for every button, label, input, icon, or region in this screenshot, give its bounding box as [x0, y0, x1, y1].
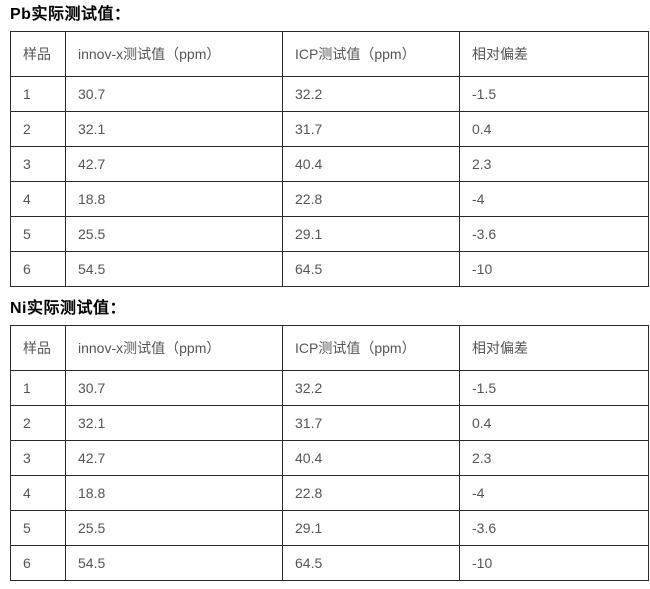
table-row: 2 32.1 31.7 0.4: [10, 111, 649, 147]
table-cell: 25.5: [65, 216, 283, 252]
table-cell: 0.4: [459, 405, 649, 441]
table-row: 6 54.5 64.5 -10: [10, 545, 649, 581]
table-cell: 32.2: [282, 370, 460, 406]
table-cell: -3.6: [459, 216, 649, 252]
table-cell: 2.3: [459, 146, 649, 182]
table-cell: 31.7: [282, 405, 460, 441]
table-row: 4 18.8 22.8 -4: [10, 181, 649, 217]
table-cell: -4: [459, 181, 649, 217]
table-row: 5 25.5 29.1 -3.6: [10, 216, 649, 252]
table-cell: 2.3: [459, 440, 649, 476]
table-cell: 0.4: [459, 111, 649, 147]
table-cell: -10: [459, 545, 649, 581]
table-title-pb: Pb实际测试值：: [10, 6, 131, 23]
table-cell: 1: [10, 370, 66, 406]
pb-section: Pb实际测试值： 样品 innov-x测试值（ppm） ICP测试值（ppm） 相对偏…: [10, 5, 650, 287]
table-row: 5 25.5 29.1 -3.6: [10, 510, 649, 546]
header-cell: ICP测试值（ppm）: [282, 325, 460, 371]
table-cell: 18.8: [65, 475, 283, 511]
table-cell: 29.1: [282, 216, 460, 252]
table-cell: 2: [10, 111, 66, 147]
table-title-ni: Ni实际测试值：: [10, 300, 127, 317]
table-cell: -1.5: [459, 370, 649, 406]
table-cell: 4: [10, 181, 66, 217]
table-cell: 3: [10, 146, 66, 182]
table-cell: 3: [10, 440, 66, 476]
table-cell: 30.7: [65, 370, 283, 406]
ni-table: 样品 innov-x测试值（ppm） ICP测试值（ppm） 相对偏差 1 30.7 32.…: [10, 325, 649, 581]
table-cell: 22.8: [282, 181, 460, 217]
table-cell: 18.8: [65, 181, 283, 217]
table-cell: 2: [10, 405, 66, 441]
table-row: 1 30.7 32.2 -1.5: [10, 76, 649, 112]
table-cell: -10: [459, 251, 649, 287]
table-cell: 5: [10, 216, 66, 252]
table-cell: 29.1: [282, 510, 460, 546]
table-cell: 22.8: [282, 475, 460, 511]
table-cell: -3.6: [459, 510, 649, 546]
table-cell: 1: [10, 76, 66, 112]
table-cell: -4: [459, 475, 649, 511]
table-cell: 40.4: [282, 440, 460, 476]
table-cell: 6: [10, 545, 66, 581]
table-cell: 4: [10, 475, 66, 511]
table-cell: 54.5: [65, 251, 283, 287]
table-cell: -1.5: [459, 76, 649, 112]
table-cell: 32.2: [282, 76, 460, 112]
table-cell: 6: [10, 251, 66, 287]
header-row: 样品 innov-x测试值（ppm） ICP测试值（ppm） 相对偏差: [10, 325, 649, 371]
header-cell: 相对偏差: [459, 31, 649, 77]
header-cell: innov-x测试值（ppm）: [65, 325, 283, 371]
table-cell: 64.5: [282, 251, 460, 287]
header-cell: ICP测试值（ppm）: [282, 31, 460, 77]
table-cell: 54.5: [65, 545, 283, 581]
table-cell: 32.1: [65, 111, 283, 147]
header-cell: 样品: [10, 31, 66, 77]
table-cell: 64.5: [282, 545, 460, 581]
table-row: 6 54.5 64.5 -10: [10, 251, 649, 287]
pb-table: 样品 innov-x测试值（ppm） ICP测试值（ppm） 相对偏差 1 30.7 32.…: [10, 31, 649, 287]
table-cell: 5: [10, 510, 66, 546]
table-row: 3 42.7 40.4 2.3: [10, 146, 649, 182]
table-row: 1 30.7 32.2 -1.5: [10, 370, 649, 406]
table-row: 4 18.8 22.8 -4: [10, 475, 649, 511]
header-row: 样品 innov-x测试值（ppm） ICP测试值（ppm） 相对偏差: [10, 31, 649, 77]
header-cell: 样品: [10, 325, 66, 371]
header-cell: innov-x测试值（ppm）: [65, 31, 283, 77]
ni-section: Ni实际测试值： 样品 innov-x测试值（ppm） ICP测试值（ppm） 相对偏…: [10, 299, 650, 581]
table-row: 3 42.7 40.4 2.3: [10, 440, 649, 476]
table-cell: 31.7: [282, 111, 460, 147]
table-cell: 25.5: [65, 510, 283, 546]
header-cell: 相对偏差: [459, 325, 649, 371]
table-cell: 40.4: [282, 146, 460, 182]
table-cell: 32.1: [65, 405, 283, 441]
table-cell: 42.7: [65, 146, 283, 182]
table-row: 2 32.1 31.7 0.4: [10, 405, 649, 441]
table-cell: 30.7: [65, 76, 283, 112]
table-cell: 42.7: [65, 440, 283, 476]
